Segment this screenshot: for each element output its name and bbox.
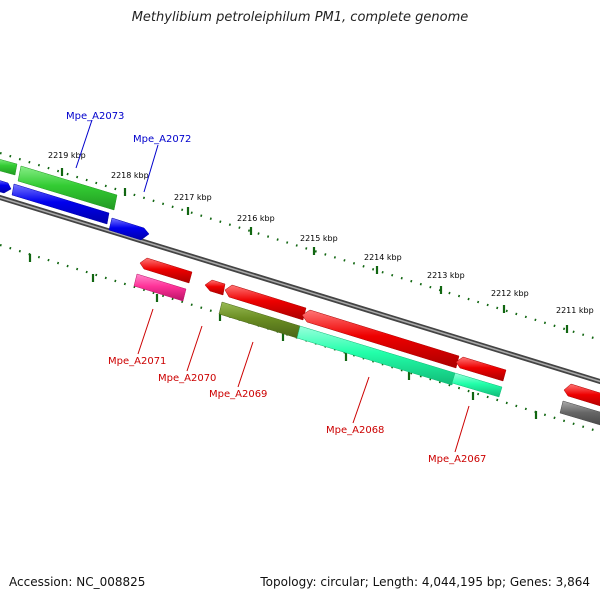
leader-line bbox=[454, 405, 470, 453]
gene-arrow-green[interactable] bbox=[17, 165, 118, 211]
genome-backbone-highlight bbox=[0, 196, 600, 383]
gene-arrow-teal[interactable] bbox=[451, 372, 503, 398]
leader-line bbox=[75, 119, 93, 169]
leader-line bbox=[237, 341, 254, 388]
tick-label: 2211 kbp bbox=[556, 306, 594, 315]
tick-label: 2216 kbp bbox=[237, 214, 275, 223]
gene-arrow-red[interactable] bbox=[301, 309, 460, 369]
gene-arrow-red[interactable] bbox=[563, 383, 600, 408]
tick-label: 2214 kbp bbox=[364, 253, 402, 262]
gene-label[interactable]: Mpe_A2073 bbox=[66, 111, 124, 122]
gene-label[interactable]: Mpe_A2072 bbox=[133, 134, 191, 145]
outer-tick-ring bbox=[0, 151, 600, 342]
gene-arrow-teal[interactable] bbox=[296, 325, 456, 386]
accession-text: Accession: NC_008825 bbox=[9, 575, 146, 589]
gene-arrow-red[interactable] bbox=[455, 356, 507, 382]
forward-strand bbox=[0, 158, 150, 241]
genome-title: Methylibium petroleiphilum PM1, complete… bbox=[131, 10, 469, 25]
leader-lines bbox=[75, 119, 470, 453]
gene-arrow-blue[interactable] bbox=[0, 179, 12, 194]
tick-label: 2212 kbp bbox=[491, 289, 529, 298]
gene-arrow-blue[interactable] bbox=[108, 217, 150, 241]
leader-line bbox=[143, 144, 159, 193]
tick-label: 2213 kbp bbox=[427, 271, 465, 280]
gene-arrow-pink[interactable] bbox=[133, 273, 187, 302]
gene-arrow-red[interactable] bbox=[139, 257, 193, 284]
gene-label[interactable]: Mpe_A2067 bbox=[428, 454, 486, 465]
gene-label[interactable]: Mpe_A2071 bbox=[108, 356, 166, 367]
gene-arrow-blue[interactable] bbox=[11, 183, 110, 225]
gene-arrow-red[interactable] bbox=[224, 284, 307, 321]
gene-arrow-red[interactable] bbox=[204, 279, 226, 296]
gene-label[interactable]: Mpe_A2070 bbox=[158, 373, 216, 384]
gene-arrow-gray[interactable] bbox=[559, 400, 600, 427]
leader-line bbox=[186, 325, 203, 372]
gene-label[interactable]: Mpe_A2069 bbox=[209, 389, 267, 400]
genome-summary-text: Topology: circular; Length: 4,044,195 bp… bbox=[260, 575, 590, 589]
leader-line bbox=[137, 308, 154, 355]
tick-label: 2218 kbp bbox=[111, 171, 149, 180]
gene-label[interactable]: Mpe_A2068 bbox=[326, 425, 384, 436]
tick-label: 2219 kbp bbox=[48, 151, 86, 160]
inner-tick-ring bbox=[0, 243, 600, 434]
tick-label: 2215 kbp bbox=[300, 234, 338, 243]
leader-line bbox=[352, 376, 370, 424]
gene-labels: Mpe_A2073 Mpe_A2072 Mpe_A2071 Mpe_A2070 … bbox=[66, 111, 486, 465]
tick-labels: 2219 kbp 2218 kbp 2217 kbp 2216 kbp 2215… bbox=[48, 151, 594, 315]
gene-arrow-green[interactable] bbox=[0, 158, 18, 176]
reverse-strand bbox=[133, 257, 600, 427]
tick-label: 2217 kbp bbox=[174, 193, 212, 202]
